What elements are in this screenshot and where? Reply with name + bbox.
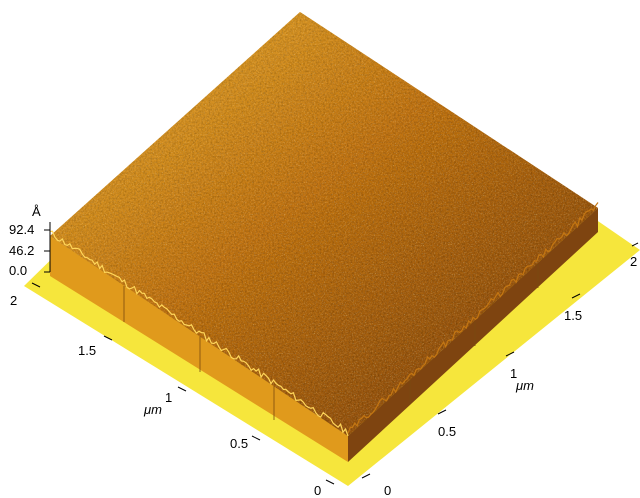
left-axis-tick-label: 1.5 <box>78 343 96 358</box>
left-side-wall <box>50 236 348 462</box>
surface-highlights <box>50 12 598 436</box>
right-axis-tick-label: 2 <box>630 254 637 269</box>
right-axis-tick-label: 1 <box>510 366 517 381</box>
wall-grid-lines <box>123 264 539 420</box>
right-axis-ticks <box>361 242 639 479</box>
z-tick-label: 46.2 <box>9 243 34 258</box>
left-axis-unit: μm <box>143 402 162 417</box>
left-axis-tick-label: 1 <box>165 390 172 405</box>
right-axis-tick-label: 0.5 <box>438 424 456 439</box>
left-axis-tick-label: 2 <box>10 293 17 308</box>
z-tick-label: 0.0 <box>9 263 27 278</box>
right-axis-tick-label: 0 <box>384 483 391 498</box>
left-axis-tick-label: 0 <box>314 483 321 498</box>
surface-edge-left <box>49 230 349 437</box>
left-axis-ticks <box>31 282 335 485</box>
surface-edge-right <box>347 202 599 434</box>
right-axis-unit: μm <box>515 378 534 393</box>
z-axis <box>44 222 51 273</box>
z-axis-unit: Å <box>32 204 41 219</box>
right-axis-tick-label: 1.5 <box>564 308 582 323</box>
left-axis-tick-label: 0.5 <box>230 436 248 451</box>
z-tick-label: 92.4 <box>9 222 34 237</box>
right-side-wall <box>348 208 598 462</box>
